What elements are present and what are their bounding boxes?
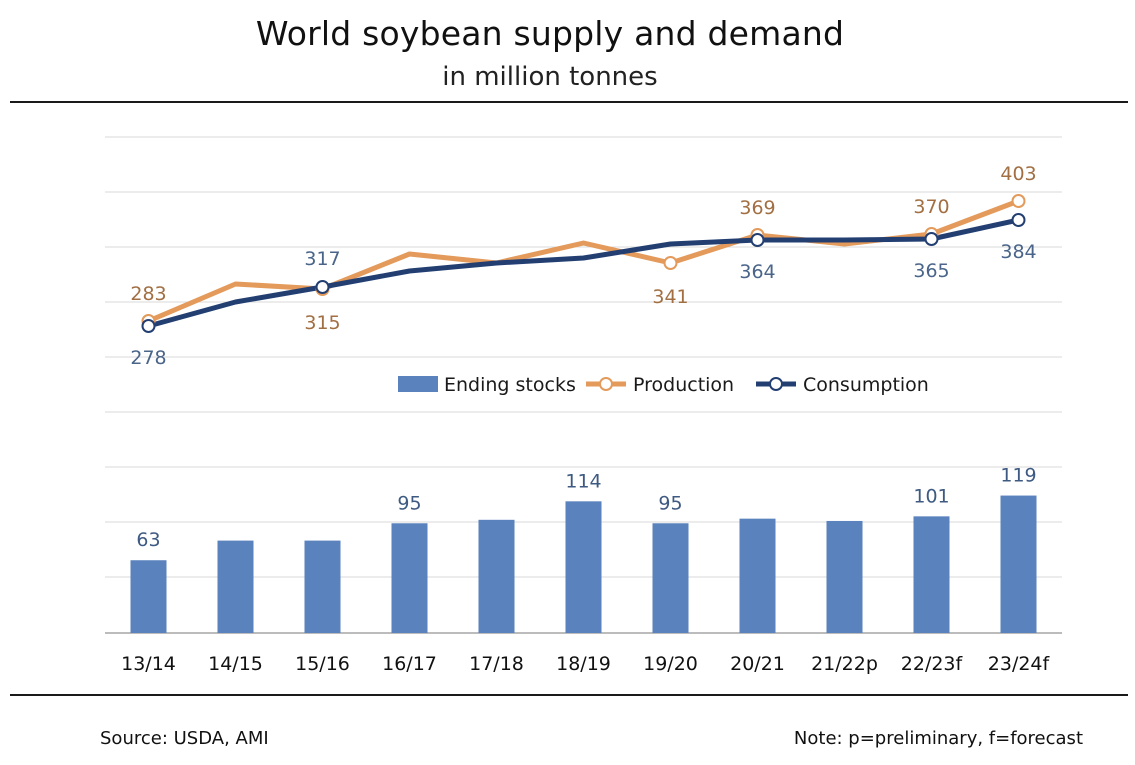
bars [130, 495, 1037, 633]
consumption-marker [315, 280, 330, 294]
bar-ending-stocks [652, 523, 689, 633]
x-tick-label: 21/22p [811, 653, 878, 675]
stocks-data-label: 101 [913, 485, 949, 507]
legend-swatch-ending-stocks [398, 376, 438, 392]
x-tick-label: 20/21 [730, 653, 785, 675]
consumption-marker [141, 319, 156, 333]
legend: Ending stocks Production Consumption [398, 374, 929, 396]
consumption-line [146, 217, 1021, 329]
production-data-label: 369 [739, 197, 775, 219]
consumption-marker [750, 233, 765, 247]
chart-title: World soybean supply and demand [255, 14, 845, 53]
x-tick-label: 23/24f [988, 653, 1051, 675]
bar-ending-stocks [304, 540, 341, 633]
bar-ending-stocks [826, 520, 863, 633]
stocks-data-label: 63 [136, 529, 160, 551]
consumption-marker [924, 232, 939, 246]
production-marker [1011, 194, 1026, 208]
source-note: Source: USDA, AMI [100, 728, 269, 749]
x-tick-label: 22/23f [901, 653, 964, 675]
legend-marker-consumption [769, 377, 783, 391]
chart-subtitle: in million tonnes [442, 62, 658, 92]
legend-label-ending-stocks: Ending stocks [444, 374, 576, 396]
stocks-data-label: 95 [658, 492, 682, 514]
consumption-data-label: 384 [1000, 241, 1036, 263]
x-tick-label: 13/14 [121, 653, 176, 675]
production-line [146, 198, 1021, 324]
production-data-label: 315 [304, 312, 340, 334]
stocks-data-label: 95 [397, 492, 421, 514]
bottom-rule [10, 694, 1128, 696]
bar-ending-stocks [391, 523, 428, 633]
x-tick-label: 18/19 [556, 653, 611, 675]
data-labels: 63 95 114 95 101 119 283 315 341 369 370 403 278 317 3… [130, 163, 1036, 551]
bar-ending-stocks [478, 519, 515, 633]
consumption-data-label: 278 [130, 347, 166, 369]
x-tick-label: 14/15 [208, 653, 263, 675]
lines [141, 194, 1026, 333]
chart: 63 95 114 95 101 119 283 315 341 369 370 403 278 317 3… [105, 136, 1062, 675]
x-axis-ticks: 13/14 14/15 15/16 16/17 17/18 18/19 19/20 20/21… [121, 653, 1050, 675]
production-data-label: 283 [130, 283, 166, 305]
bar-ending-stocks [739, 518, 776, 633]
legend-label-production: Production [633, 374, 734, 396]
legend-label-consumption: Consumption [803, 374, 929, 396]
x-tick-label: 16/17 [382, 653, 437, 675]
bar-ending-stocks [913, 516, 950, 633]
stocks-data-label: 119 [1000, 465, 1036, 487]
production-marker [663, 256, 678, 270]
footnote: Note: p=preliminary, f=forecast [793, 728, 1083, 749]
x-tick-label: 19/20 [643, 653, 698, 675]
bar-ending-stocks [565, 501, 602, 633]
consumption-marker [1011, 213, 1026, 227]
x-tick-label: 17/18 [469, 653, 524, 675]
legend-marker-production [599, 377, 613, 391]
consumption-data-label: 364 [739, 261, 775, 283]
bar-ending-stocks [217, 540, 254, 633]
consumption-data-label: 365 [913, 260, 949, 282]
production-data-label: 403 [1000, 163, 1036, 185]
x-tick-label: 15/16 [295, 653, 350, 675]
stocks-data-label: 114 [565, 470, 601, 492]
top-rule [10, 101, 1128, 103]
production-data-label: 341 [652, 286, 688, 308]
consumption-data-label: 317 [304, 248, 340, 270]
production-data-label: 370 [913, 196, 949, 218]
bar-ending-stocks [130, 560, 167, 633]
bar-ending-stocks [1000, 495, 1037, 633]
